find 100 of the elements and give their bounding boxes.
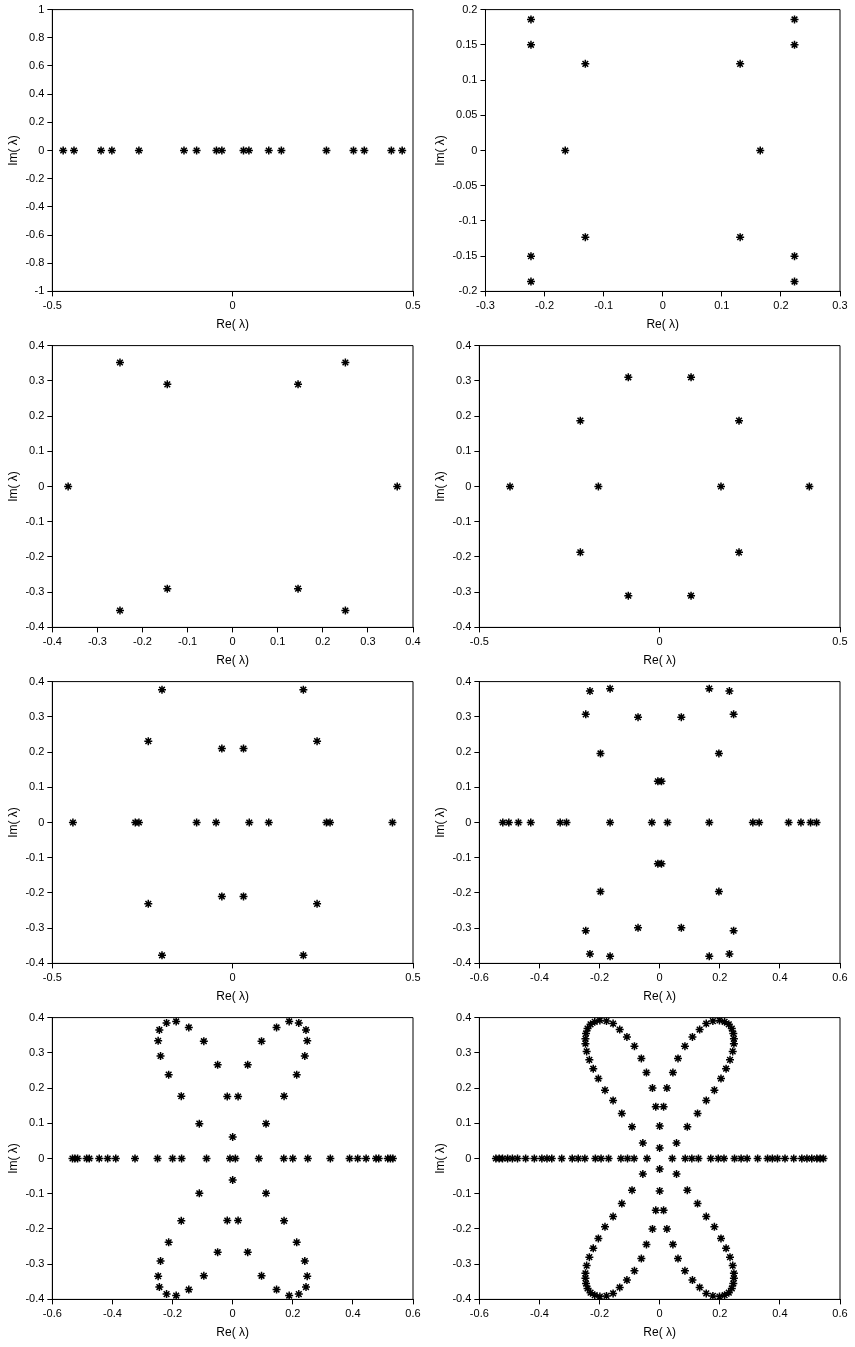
point <box>724 686 735 696</box>
y-tick-label: 0 <box>38 143 45 156</box>
y-tick-label: 0.1 <box>29 1116 45 1129</box>
y-tick-label: -0.4 <box>452 1292 472 1305</box>
y-tick-label: -0.3 <box>452 585 472 598</box>
y-tick-label: 0.3 <box>456 1045 472 1058</box>
point <box>293 379 303 390</box>
point <box>340 357 351 368</box>
y-tick-label: -0.4 <box>25 199 45 212</box>
y-tick-label: -0.1 <box>452 850 472 863</box>
y-tick-label: -0.4 <box>25 956 45 969</box>
point <box>595 886 606 897</box>
x-tick-label: -0.5 <box>469 635 489 648</box>
point <box>581 709 591 720</box>
y-tick-label: -0.2 <box>25 1221 45 1234</box>
y-tick-label: 0.1 <box>456 444 472 457</box>
x-tick-label: 0.5 <box>405 971 421 984</box>
x-tick-label: 0 <box>229 299 236 312</box>
y-tick-label: 0.05 <box>456 108 478 121</box>
point <box>526 251 536 261</box>
x-tick-label: 0 <box>229 971 236 984</box>
y-tick-label: 0 <box>38 479 45 492</box>
y-tick-label: 0.2 <box>456 409 472 422</box>
point <box>581 925 591 936</box>
point <box>293 583 303 594</box>
point <box>633 712 643 722</box>
y-tick-label: -0.2 <box>452 1221 472 1234</box>
point <box>68 817 78 828</box>
x-axis-title: Re( λ) <box>216 1325 250 1340</box>
y-tick-label: 0 <box>38 1151 45 1164</box>
point <box>585 949 595 959</box>
point <box>244 817 255 828</box>
y-tick-label: 0.4 <box>29 674 45 687</box>
y-axis-title: Im( λ) <box>5 471 20 502</box>
point <box>804 481 815 492</box>
y-tick-label: 0.6 <box>29 58 45 71</box>
y-tick-label: 0.3 <box>29 1045 45 1058</box>
y-tick-label: -0.4 <box>25 1292 45 1305</box>
y-tick-label: -0.3 <box>452 1257 472 1270</box>
point <box>580 59 591 69</box>
x-axis-title: Re( λ) <box>643 1325 677 1340</box>
x-axis-title: Re( λ) <box>643 653 677 668</box>
x-tick-label: -0.5 <box>42 299 62 312</box>
y-tick-label: 0 <box>471 143 478 156</box>
x-axis-title: Re( λ) <box>646 317 680 332</box>
point <box>526 40 536 50</box>
y-tick-label: -0.3 <box>25 921 45 934</box>
point <box>728 925 739 936</box>
y-tick-label: 0.1 <box>462 73 478 86</box>
x-tick-label: 0.6 <box>832 1307 848 1320</box>
y-tick-label: -0.05 <box>452 178 478 191</box>
point <box>735 59 745 69</box>
x-tick-label: 0.6 <box>832 971 848 984</box>
x-tick-label: 0.1 <box>714 299 730 312</box>
x-tick-label: 0.4 <box>772 1307 788 1320</box>
y-tick-label: -0.4 <box>25 620 45 633</box>
point <box>783 817 794 828</box>
point <box>238 891 249 902</box>
point <box>498 817 508 828</box>
point <box>789 251 800 261</box>
point <box>143 899 154 909</box>
point <box>504 817 514 828</box>
point <box>580 232 591 242</box>
x-tick-label: 0.4 <box>345 1307 361 1320</box>
point <box>754 817 764 828</box>
point <box>217 743 227 754</box>
y-tick-label: 0.3 <box>29 373 45 386</box>
point <box>560 145 570 156</box>
y-tick-label: -0.1 <box>25 850 45 863</box>
x-tick-label: 0 <box>656 971 663 984</box>
x-tick-label: 0.4 <box>405 635 421 648</box>
point <box>805 817 816 828</box>
x-axis-title: Re( λ) <box>216 317 250 332</box>
point <box>191 817 202 828</box>
x-tick-label: 0.2 <box>285 1307 301 1320</box>
y-tick-label: 0 <box>465 479 472 492</box>
point <box>728 709 739 720</box>
y-tick-label: -0.4 <box>452 620 472 633</box>
x-tick-label: -0.4 <box>102 1307 122 1320</box>
point <box>704 817 715 828</box>
point <box>595 748 606 759</box>
point <box>686 590 696 601</box>
point <box>734 547 744 558</box>
y-axis-title: Im( λ) <box>432 1143 447 1174</box>
point <box>676 712 687 722</box>
point <box>623 372 634 383</box>
point <box>575 547 586 558</box>
y-tick-label: 0.4 <box>456 1010 472 1023</box>
y-tick-label: -0.15 <box>452 249 478 262</box>
y-tick-label: 0.1 <box>29 780 45 793</box>
x-tick-label: 0 <box>656 635 663 648</box>
point <box>298 950 309 961</box>
point <box>605 683 615 694</box>
y-tick-label: 0.4 <box>456 338 472 351</box>
point <box>605 951 615 962</box>
x-tick-label: 0.6 <box>405 1307 421 1320</box>
y-tick-label: 0.1 <box>29 444 45 457</box>
point <box>157 684 167 695</box>
y-axis-title: Im( λ) <box>5 135 20 166</box>
x-tick-label: 0 <box>229 1307 236 1320</box>
